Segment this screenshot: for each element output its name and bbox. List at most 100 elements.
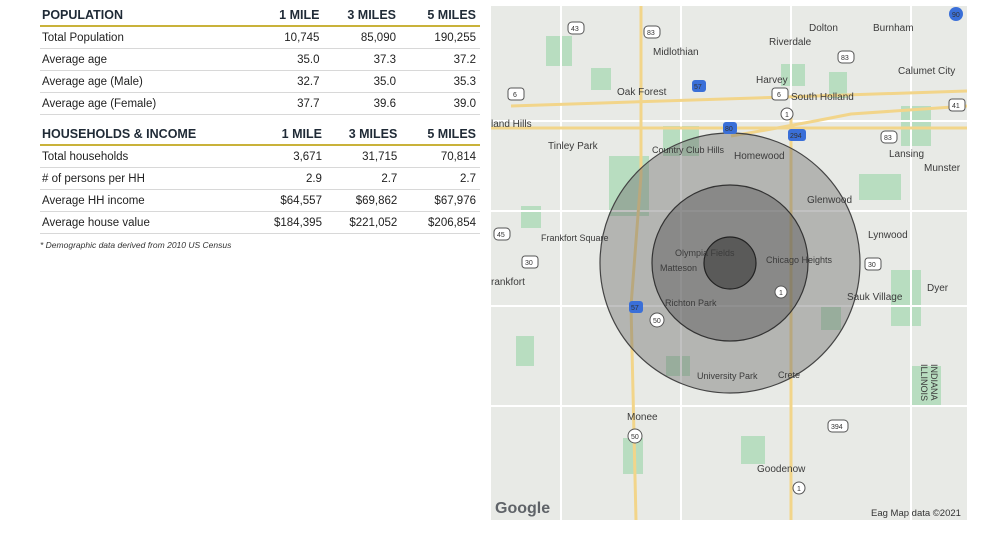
row-label: # of persons per HH	[40, 167, 263, 190]
park-area	[829, 72, 847, 98]
table-row: Average age 35.0 37.3 37.2	[40, 48, 480, 71]
route-shield: 6	[507, 87, 525, 101]
place-label: Munster	[924, 163, 961, 174]
row-label: Total Population	[40, 26, 261, 49]
demographics-panel: POPULATION 1 MILE 3 MILES 5 MILES Total …	[40, 6, 480, 250]
col-5-miles: 5 MILES	[401, 125, 480, 146]
table-row: Average HH income $64,557 $69,862 $67,97…	[40, 189, 480, 212]
state-label: ILLINOIS	[919, 364, 929, 401]
col-1-mile: 1 MILE	[262, 125, 326, 146]
route-shield: 57	[692, 80, 706, 92]
cell-1-mile: $64,557	[262, 189, 326, 212]
route-number: 57	[694, 84, 702, 91]
row-label: Average HH income	[40, 189, 263, 212]
park-area	[821, 306, 841, 330]
route-shield: 83	[643, 25, 661, 39]
place-label: rankfort	[491, 277, 525, 288]
table-row: Total Population 10,745 85,090 190,255	[40, 26, 480, 49]
map-canvas[interactable]: Dolton Burnham Riverdale Midlothian Calu…	[491, 6, 967, 520]
place-label: Tinley Park	[548, 141, 599, 152]
route-number: 90	[952, 12, 960, 19]
cell-5-miles: 35.3	[400, 70, 480, 93]
population-header-row: POPULATION 1 MILE 3 MILES 5 MILES	[40, 6, 480, 27]
place-labels: Dolton Burnham Riverdale Midlothian Calu…	[491, 23, 961, 475]
place-label: Midlothian	[653, 47, 699, 58]
table-row: # of persons per HH 2.9 2.7 2.7	[40, 167, 480, 190]
map-attribution[interactable]: Eag Map data ©2021	[871, 508, 961, 519]
park-area	[901, 106, 931, 146]
park-area	[591, 68, 611, 90]
cell-3-miles: 35.0	[323, 70, 400, 93]
cell-1-mile: $184,395	[262, 211, 326, 234]
place-label: Harvey	[756, 75, 788, 86]
place-label: University Park	[697, 371, 758, 381]
route-number: 1	[785, 112, 789, 119]
row-label: Average age (Female)	[40, 92, 261, 115]
route-shield: 43	[567, 21, 585, 35]
park-area	[891, 270, 921, 326]
ring-1-mile	[703, 236, 757, 290]
route-number: 50	[631, 434, 639, 441]
place-label: Glenwood	[807, 195, 852, 206]
place-label: Frankfort Square	[541, 233, 609, 243]
route-shield: 90	[949, 7, 963, 21]
route-shield: 41	[948, 98, 966, 112]
place-label: Country Club Hills	[652, 145, 725, 155]
place-label: Burnham	[873, 23, 914, 34]
col-5-miles: 5 MILES	[400, 6, 480, 27]
cell-1-mile: 35.0	[260, 48, 324, 71]
cell-1-mile: 2.9	[262, 167, 326, 190]
place-label: Homewood	[734, 151, 785, 162]
route-number: 80	[725, 126, 733, 133]
cell-3-miles: 85,090	[323, 26, 400, 49]
cell-5-miles: 37.2	[400, 48, 480, 71]
route-number: 6	[513, 92, 517, 99]
cell-3-miles: 37.3	[323, 48, 400, 71]
park-area	[781, 64, 805, 86]
park-area	[911, 366, 941, 406]
route-shield: 45	[493, 227, 511, 241]
route-number: 1	[797, 486, 801, 493]
place-label: Monee	[627, 412, 658, 423]
route-number: 30	[868, 262, 876, 269]
cell-3-miles: 31,715	[325, 145, 402, 168]
route-number: 50	[653, 318, 661, 325]
place-label: Sauk Village	[847, 292, 903, 303]
highway-6	[510, 89, 967, 108]
table-row: Average age (Female) 37.7 39.6 39.0	[40, 92, 480, 115]
cell-3-miles: 39.6	[323, 92, 400, 115]
route-number: 294	[790, 133, 802, 140]
route-number: 83	[884, 135, 892, 142]
households-table: HOUSEHOLDS & INCOME 1 MILE 3 MILES 5 MIL…	[40, 125, 480, 234]
population-table: POPULATION 1 MILE 3 MILES 5 MILES Total …	[40, 6, 480, 115]
place-label: Olympia Fields	[675, 248, 735, 258]
park-area	[859, 174, 901, 200]
route-shield: 80	[723, 122, 737, 134]
place-label: Dolton	[809, 23, 838, 34]
route-number: 43	[571, 26, 579, 33]
route-shield: 394	[827, 419, 849, 433]
route-shield: 1	[780, 107, 794, 121]
park-area	[521, 206, 541, 228]
cell-1-mile: 10,745	[260, 26, 324, 49]
row-label: Total households	[40, 145, 263, 168]
google-logo: Google	[495, 500, 550, 517]
place-label: Chicago Heights	[766, 255, 833, 265]
route-shield: 30	[521, 255, 539, 269]
radius-map[interactable]: Dolton Burnham Riverdale Midlothian Calu…	[491, 6, 967, 520]
route-shield: 30	[864, 257, 882, 271]
place-label: Calumet City	[898, 66, 955, 77]
route-number: 30	[525, 260, 533, 267]
table-spacer	[40, 115, 480, 125]
cell-3-miles: $221,052	[325, 211, 402, 234]
state-label: INDIANA	[929, 364, 939, 401]
place-label: Matteson	[660, 263, 697, 273]
row-label: Average age	[40, 48, 261, 71]
route-number: 1	[779, 290, 783, 297]
route-shield: 83	[837, 50, 855, 64]
place-label: Lansing	[889, 149, 924, 160]
table-row: Average house value $184,395 $221,052 $2…	[40, 211, 480, 234]
cell-3-miles: 2.7	[325, 167, 402, 190]
route-shield: 50	[649, 312, 665, 328]
place-label: Crete	[778, 370, 800, 380]
